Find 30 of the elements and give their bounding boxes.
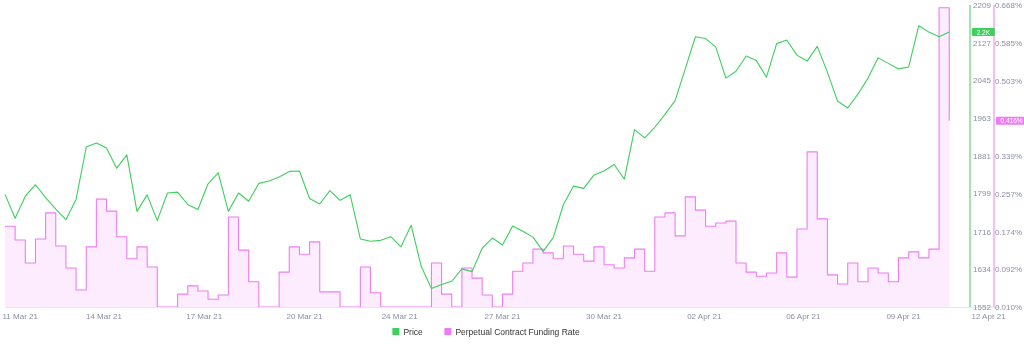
y-tick-label: 2127 — [973, 38, 992, 48]
x-tick-label: 09 Apr 21 — [886, 312, 922, 321]
y-tick-label: 2045 — [973, 76, 992, 86]
x-tick-label: 11 Mar 21 — [2, 312, 39, 321]
y-tick-label: 1552 — [973, 303, 992, 312]
x-tick-label: 20 Mar 21 — [286, 312, 324, 321]
y2-tick-label: 0.585% — [994, 39, 1023, 49]
y-tick-label: 1881 — [973, 151, 992, 161]
x-tick-label: 27 Mar 21 — [484, 312, 522, 321]
legend-label: Price — [403, 327, 424, 337]
x-tick-label: 14 Mar 21 — [85, 312, 123, 321]
y2-tick-label: 0.092% — [994, 265, 1023, 275]
y2-tick-label: 0.174% — [994, 227, 1023, 237]
x-tick-label: 30 Mar 21 — [586, 312, 623, 321]
y-tick-label: 2209 — [973, 1, 992, 10]
y2-tick-label: 0.503% — [994, 76, 1023, 86]
y-tick-label: 1799 — [973, 189, 992, 199]
x-tick-label: 12 Apr 21 — [971, 312, 1007, 321]
y2-tick-label: 0.010% — [994, 303, 1023, 312]
y-tick-label: 1634 — [973, 265, 992, 275]
y-tick-label: 1963 — [973, 114, 992, 124]
x-tick-label: 02 Apr 21 — [687, 312, 722, 321]
x-tick-label: 24 Mar 21 — [381, 312, 419, 321]
x-tick-label: 06 Apr 21 — [786, 312, 821, 321]
y-tick-label: 1716 — [973, 227, 992, 237]
y2-tick-label: 0.257% — [994, 189, 1023, 199]
y2-tick-label: 0.339% — [994, 152, 1023, 161]
legend-label: Perpetual Contract Funding Rate — [455, 327, 580, 337]
x-tick-label: 17 Mar 21 — [186, 312, 223, 321]
y2-tick-label: 0.668% — [994, 1, 1023, 10]
